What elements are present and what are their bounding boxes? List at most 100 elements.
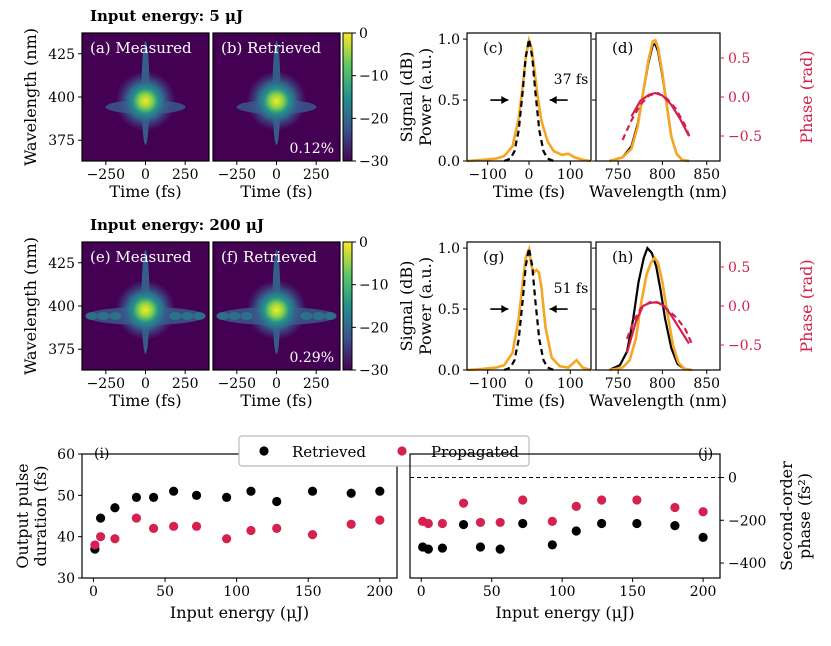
point-propagated (346, 519, 356, 529)
point-retrieved (423, 544, 433, 554)
panel-frame-phase (409, 453, 721, 579)
point-propagated (458, 498, 469, 508)
spectral-2-xtick-label: 750 (605, 376, 632, 392)
temporal-ylabel-2: Power (a.u.) (416, 257, 435, 355)
duration-ylabel-line2: duration (fs) (31, 466, 50, 567)
heatmap-a-2-xtick-label: 0 (141, 376, 150, 392)
phase-ylabel-line1: Second-order (777, 461, 796, 571)
duration-xlabel: Input energy (μJ) (170, 603, 309, 622)
point-retrieved (571, 526, 581, 536)
line-retrieved-1 (466, 35, 592, 163)
heatmap-b-1-xtick-label: 0 (272, 167, 281, 183)
panel-label: (i) (94, 446, 109, 462)
duration-ytick-label: 30 (57, 571, 75, 587)
line-retrieved-2 (466, 244, 592, 372)
point-retrieved (437, 543, 448, 553)
legend (238, 435, 530, 467)
heatmap-ylabel-2: Wavelength (nm) (21, 237, 40, 375)
legend-label-propagated: Propagated (431, 443, 519, 461)
line-measured-spectrum-2 (608, 246, 692, 372)
panel-label: (j) (698, 446, 713, 462)
point-propagated (475, 517, 486, 528)
point-propagated (307, 530, 318, 540)
spectral-1-xtick-label: 850 (693, 167, 720, 183)
heatmap-retrieved-2-core (258, 292, 295, 328)
point-propagated (90, 540, 100, 550)
point-retrieved (272, 496, 282, 507)
colorbar-tick-label: −20 (359, 111, 389, 127)
point-propagated (110, 534, 120, 544)
heatmap-measured-2-side-lobe (169, 312, 182, 320)
point-retrieved (670, 521, 680, 531)
heatmap-b-2-xtick-label: 250 (303, 376, 330, 392)
legend-marker-propagated (397, 446, 407, 456)
temporal-2-xtick-label: −100 (468, 376, 506, 392)
phase-xtick-label: 100 (549, 584, 576, 600)
point-propagated (698, 507, 708, 517)
panel-label: (e) Measured (90, 248, 192, 266)
spectral-1-ytick-right-label: −0.5 (728, 129, 762, 145)
spectral-2-ytick-right-label: 0.5 (728, 260, 750, 276)
heatmap-retrieved-2 (213, 242, 340, 370)
heatmap-measured-2-core (127, 292, 164, 328)
point-propagated (437, 518, 448, 529)
point-propagated (571, 501, 581, 511)
phase-ytick-right-label: 0 (728, 471, 737, 487)
heatmap-2-ytick-label: 425 (48, 256, 75, 272)
temporal-xlabel: Time (fs) (493, 391, 565, 410)
colorbar-2 (342, 241, 353, 371)
point-retrieved (495, 544, 505, 554)
colorbar-label-1: Signal (dB) (397, 52, 416, 143)
spectral-2-ytick-right-label: −0.5 (728, 338, 762, 354)
heatmap-b-2-xtick-label: 0 (272, 376, 281, 392)
heatmap-measured-2 (82, 242, 209, 370)
phase-xtick-label: 0 (417, 584, 426, 600)
colorbar-tick-label: −20 (359, 320, 389, 336)
section-title-2: Input energy: 200 μJ (90, 216, 264, 234)
colorbar-label-2: Signal (dB) (397, 261, 416, 352)
heatmap-a-2-xtick-label: −250 (87, 376, 125, 392)
heatmap-a-1-xtick-label: 250 (172, 167, 199, 183)
spectral-xlabel: Wavelength (nm) (589, 182, 727, 201)
point-retrieved (458, 519, 469, 530)
temporal-2-xtick-label: 0 (525, 376, 534, 392)
spectral-ylabel-right-2: Phase (rad) (797, 259, 816, 352)
heatmap-xlabel: Time (fs) (109, 182, 181, 201)
line-propagated-phase-1 (621, 91, 692, 141)
fwhm-arrowhead (501, 96, 509, 105)
spectral-xlabel: Wavelength (nm) (589, 391, 727, 410)
fwhm-arrowhead (549, 96, 557, 105)
line-propagated-phase-2 (625, 300, 693, 344)
temporal-2-ytick-label: 0.0 (438, 363, 460, 379)
colorbar-1 (342, 32, 353, 162)
heatmap-b-2-xtick-label: −250 (218, 376, 256, 392)
heatmap-retrieved-2-side-lobe (216, 312, 229, 320)
temporal-xlabel: Time (fs) (493, 182, 565, 201)
point-propagated (131, 513, 142, 523)
phase-ylabel-line2: phase (fs²) (795, 473, 814, 559)
point-propagated (148, 523, 159, 534)
heatmap-a-2-xtick-label: 250 (172, 376, 199, 392)
phase-xtick-label: 150 (619, 584, 646, 600)
duration-xtick-label: 150 (295, 584, 322, 600)
line-transform-limited-1 (503, 38, 555, 163)
point-retrieved (246, 486, 256, 496)
legend-label-retrieved: Retrieved (292, 443, 366, 461)
point-propagated (96, 532, 106, 542)
legend-marker-retrieved (259, 446, 269, 456)
point-propagated (597, 495, 607, 505)
temporal-2-xtick-label: 100 (557, 376, 584, 392)
phase-xtick-label: 200 (690, 584, 717, 600)
phase-xlabel: Input energy (μJ) (495, 603, 634, 622)
panel-label: (g) (483, 248, 504, 266)
point-propagated (632, 495, 642, 505)
point-retrieved (518, 518, 528, 529)
point-retrieved (169, 486, 179, 496)
point-retrieved (547, 540, 557, 550)
fwhm-arrowhead (549, 305, 557, 314)
temporal-2-ytick-label: 1.0 (438, 241, 460, 257)
point-propagated (246, 525, 256, 536)
duration-xtick-label: 0 (89, 584, 98, 600)
spectral-1-ytick-right-label: 0.0 (728, 90, 750, 106)
point-retrieved (375, 486, 385, 496)
